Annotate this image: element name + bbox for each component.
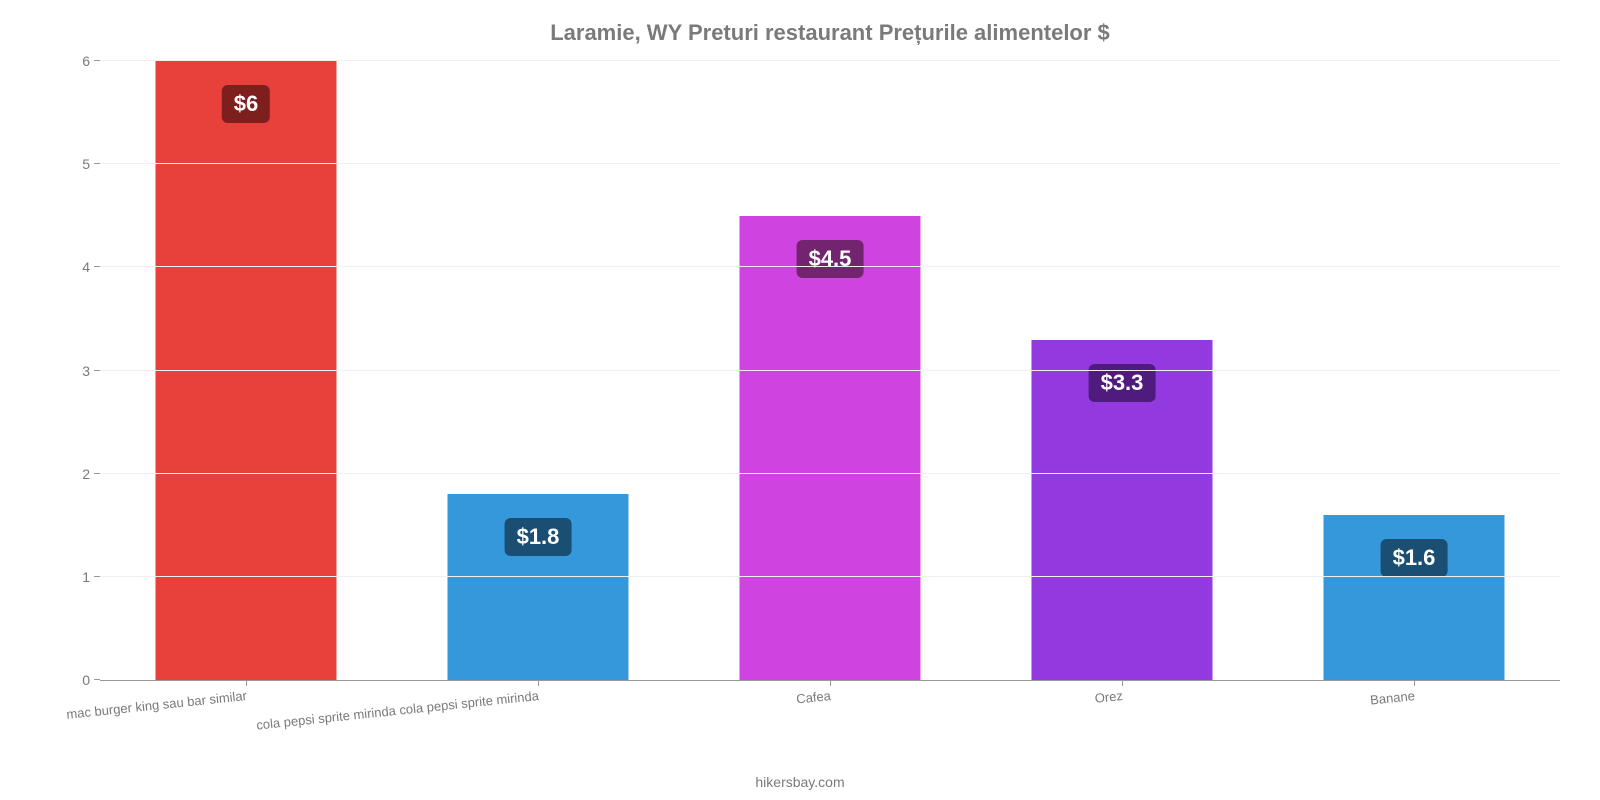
x-tick-mark (1122, 680, 1123, 686)
y-tick-mark (94, 473, 100, 474)
bar-slot: $1.8 (392, 61, 684, 680)
bar-slot: $3.3 (976, 61, 1268, 680)
bar (155, 61, 336, 680)
bar-value-badge: $1.6 (1381, 539, 1448, 577)
gridline (100, 473, 1560, 474)
y-tick-mark (94, 163, 100, 164)
x-tick-mark (246, 680, 247, 686)
bar-value-badge: $1.8 (505, 518, 572, 556)
y-tick-mark (94, 266, 100, 267)
attribution-text: hikersbay.com (755, 774, 844, 790)
y-tick-label: 5 (82, 156, 90, 172)
y-tick-mark (94, 679, 100, 680)
x-axis-category-label: Orez (1094, 688, 1124, 706)
x-axis-category-label: Cafea (795, 688, 831, 707)
y-tick-label: 3 (82, 363, 90, 379)
y-tick-label: 6 (82, 53, 90, 69)
y-tick-label: 1 (82, 569, 90, 585)
y-tick-label: 2 (82, 466, 90, 482)
x-tick-mark (538, 680, 539, 686)
x-axis-category-label: cola pepsi sprite mirinda cola pepsi spr… (256, 688, 540, 733)
bar-slot: $4.5 (684, 61, 976, 680)
bar-slot: $6 (100, 61, 392, 680)
x-tick-mark (830, 680, 831, 686)
gridline (100, 370, 1560, 371)
gridline (100, 576, 1560, 577)
gridline (100, 163, 1560, 164)
y-tick-label: 4 (82, 259, 90, 275)
bar-value-badge: $6 (222, 85, 270, 123)
plot-area: $6$1.8$4.5$3.3$1.6 mac burger king sau b… (100, 61, 1560, 681)
bar-slot: $1.6 (1268, 61, 1560, 680)
y-tick-mark (94, 60, 100, 61)
gridline (100, 60, 1560, 61)
x-tick-mark (1414, 680, 1415, 686)
chart-title: Laramie, WY Preturi restaurant Prețurile… (100, 20, 1560, 46)
y-tick-mark (94, 576, 100, 577)
bar (739, 216, 920, 680)
x-axis-category-label: mac burger king sau bar similar (66, 688, 248, 722)
x-axis-category-label: Banane (1369, 688, 1415, 708)
bar-value-badge: $4.5 (797, 240, 864, 278)
gridline (100, 266, 1560, 267)
y-tick-label: 0 (82, 672, 90, 688)
bars-row: $6 $1.8 $4.5 $3.3 $1.6 (100, 61, 1560, 680)
price-bar-chart: Laramie, WY Preturi restaurant Prețurile… (0, 0, 1600, 800)
y-tick-mark (94, 370, 100, 371)
